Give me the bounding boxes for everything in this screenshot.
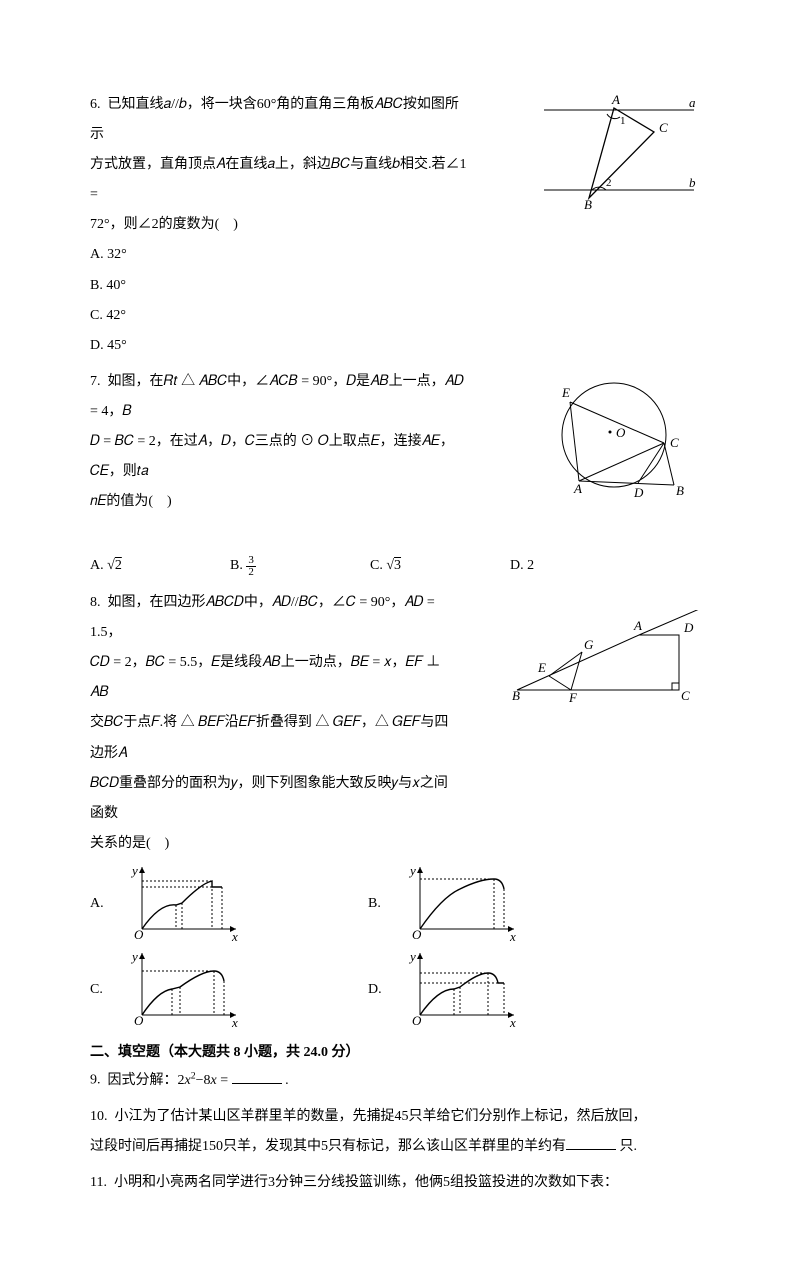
svg-text:y: y: [408, 949, 416, 964]
svg-text:y: y: [130, 863, 138, 878]
svg-text:B: B: [676, 483, 684, 498]
svg-text:A: A: [573, 481, 582, 496]
q7-opt-c[interactable]: C. √3: [370, 551, 510, 582]
svg-text:E: E: [561, 385, 570, 400]
q7-opt-b[interactable]: B. 32: [230, 551, 370, 582]
svg-text:y: y: [408, 863, 416, 878]
svg-text:x: x: [509, 1015, 516, 1030]
q6-opt-a[interactable]: A. 32°: [90, 240, 470, 270]
svg-text:G: G: [584, 637, 594, 652]
q6-opt-b[interactable]: B. 40°: [90, 271, 470, 301]
q8-line4: 𝐵𝐶𝐷重叠部分的面积为𝑦，则下列图象能大致反映𝑦与𝑥之间函数: [90, 776, 448, 821]
q11-stem: 小明和小亮两名同学进行3分钟三分线投篮训练，他俩5组投篮投进的次数如下表：: [114, 1175, 618, 1190]
q7-opt-d[interactable]: D. 2: [510, 551, 650, 582]
question-8: A D B C E F G 8. 如图，在四边形𝐴𝐵𝐶𝐷中，𝐴𝐷//𝐵𝐶，∠𝐶 = 90…: [90, 588, 704, 1031]
svg-text:x: x: [509, 929, 516, 944]
q8-line2: 𝐶𝐷 = 2，𝐵𝐶 = 5.5，𝐸是线段𝐴𝐵上一动点，𝐵𝐸 = 𝑥，𝐸𝐹 ⊥ 𝐴…: [90, 655, 440, 700]
svg-text:C: C: [670, 435, 679, 450]
svg-text:y: y: [130, 949, 138, 964]
q9-blank[interactable]: [232, 1069, 282, 1084]
q6-line2: 方式放置，直角顶点𝐴在直线𝑎上，斜边𝐵𝐶与直线𝑏相交.若∠1 =: [90, 157, 466, 202]
q7-line1: 如图，在𝑅𝑡 △ 𝐴𝐵𝐶中，∠𝐴𝐶𝐵 = 90°，𝐷是𝐴𝐵上一点，𝐴𝐷 = 4，…: [90, 374, 464, 419]
svg-text:D: D: [683, 620, 694, 635]
q6-stem: 6. 已知直线𝑎//𝑏，将一块含60°角的直角三角板𝐴𝐵𝐶按如图所示 方式放置，…: [90, 90, 470, 240]
q10-line2: 过段时间后再捕捉150只羊，发现其中5只有标记，那么该山区羊群里的羊约有 只.: [90, 1139, 637, 1154]
q8-line3: 交𝐵𝐶于点𝐹.将 △ 𝐵𝐸𝐹沿𝐸𝐹折叠得到 △ 𝐺𝐸𝐹，△ 𝐺𝐸𝐹与四边形𝐴: [90, 715, 448, 760]
svg-text:1: 1: [620, 115, 626, 127]
question-7: O A D B C E 7. 如图，在𝑅𝑡 △ 𝐴𝐵𝐶中，∠𝐴𝐶𝐵 = 90°，𝐷是…: [90, 367, 704, 582]
q6-num: 6.: [90, 97, 101, 112]
q10-line1: 小江为了估计某山区羊群里羊的数量，先捕捉45只羊给它们分别作上标记，然后放回，: [115, 1109, 647, 1124]
svg-text:E: E: [537, 660, 546, 675]
q6-line3: 72°，则∠2的度数为( ): [90, 217, 238, 232]
q8-graph-d: Ox y: [402, 949, 520, 1031]
q7-line3: 𝑛𝐸的值为( ): [90, 494, 172, 509]
q8-svg: A D B C E F G: [509, 610, 704, 705]
q7-num: 7.: [90, 374, 101, 389]
section-2-title: 二、填空题（本大题共 8 小题，共 24.0 分）: [90, 1041, 704, 1061]
svg-text:a: a: [689, 95, 696, 110]
q7-stem: 7. 如图，在𝑅𝑡 △ 𝐴𝐵𝐶中，∠𝐴𝐶𝐵 = 90°，𝐷是𝐴𝐵上一点，𝐴𝐷 =…: [90, 367, 470, 517]
svg-text:O: O: [412, 927, 422, 942]
q7-options: A. √2 B. 32 C. √3 D. 2: [90, 551, 704, 582]
q6-line1: 已知直线𝑎//𝑏，将一块含60°角的直角三角板𝐴𝐵𝐶按如图所示: [90, 97, 459, 142]
svg-text:F: F: [568, 690, 578, 705]
q11-num: 11.: [90, 1175, 107, 1190]
svg-text:2: 2: [606, 177, 612, 189]
svg-text:C: C: [659, 120, 668, 135]
svg-text:D: D: [633, 485, 644, 500]
q6-figure: Aa B C b 1 2: [534, 90, 704, 222]
q8-opt-b-label[interactable]: B.: [368, 889, 384, 919]
svg-text:x: x: [231, 1015, 238, 1030]
q8-line5: 关系的是( ): [90, 836, 169, 851]
svg-text:x: x: [231, 929, 238, 944]
q10-blank[interactable]: [566, 1135, 616, 1150]
q8-graph-b: Ox y: [402, 863, 520, 945]
q8-graph-c: Ox y: [124, 949, 242, 1031]
q9-num: 9.: [90, 1073, 101, 1088]
svg-text:b: b: [689, 175, 696, 190]
q6-svg: Aa B C b 1 2: [534, 90, 704, 210]
question-10: 10. 小江为了估计某山区羊群里羊的数量，先捕捉45只羊给它们分别作上标记，然后…: [90, 1102, 704, 1162]
svg-text:A: A: [633, 618, 642, 633]
svg-text:O: O: [412, 1013, 422, 1028]
q10-num: 10.: [90, 1109, 108, 1124]
q7-line2: 𝐷 = 𝐵𝐶 = 2，在过𝐴，𝐷，𝐶三点的 ⊙ 𝑂上取点𝐸，连接𝐴𝐸，𝐶𝐸，则𝑡…: [90, 434, 454, 479]
q8-options-row1: A. Ox y B. Ox y: [90, 863, 704, 945]
svg-text:O: O: [616, 425, 626, 440]
svg-text:O: O: [134, 927, 144, 942]
q6-opt-c[interactable]: C. 42°: [90, 301, 470, 331]
svg-text:C: C: [681, 688, 690, 703]
q8-stem: 8. 如图，在四边形𝐴𝐵𝐶𝐷中，𝐴𝐷//𝐵𝐶，∠𝐶 = 90°，𝐴𝐷 = 1.5…: [90, 588, 460, 859]
question-6: Aa B C b 1 2 6. 已知直线𝑎//𝑏，将一块含60°角的直角三角板𝐴𝐵𝐶…: [90, 90, 704, 361]
svg-text:O: O: [134, 1013, 144, 1028]
q8-graph-a: Ox y: [124, 863, 242, 945]
q8-line1: 如图，在四边形𝐴𝐵𝐶𝐷中，𝐴𝐷//𝐵𝐶，∠𝐶 = 90°，𝐴𝐷 = 1.5，: [90, 595, 435, 640]
q8-opt-c-label[interactable]: C.: [90, 975, 106, 1005]
q8-opt-d-label[interactable]: D.: [368, 975, 384, 1005]
q6-opt-d[interactable]: D. 45°: [90, 331, 470, 361]
q8-figure: A D B C E F G: [509, 610, 704, 717]
q7-svg: O A D B C E: [534, 367, 704, 507]
svg-text:B: B: [512, 688, 520, 703]
q8-num: 8.: [90, 595, 101, 610]
q6-options: A. 32° B. 40° C. 42° D. 45°: [90, 240, 470, 360]
question-9: 9. 因式分解：2x2−8x = .: [90, 1065, 704, 1096]
q8-opt-a-label[interactable]: A.: [90, 889, 106, 919]
svg-text:B: B: [584, 197, 592, 210]
q7-opt-a[interactable]: A. √2: [90, 551, 230, 582]
q8-options-row2: C. Ox y D. Ox y: [90, 949, 704, 1031]
q7-figure: O A D B C E: [534, 367, 704, 519]
svg-text:A: A: [611, 92, 620, 107]
q9-stem: 因式分解：2x2−8x = .: [108, 1073, 289, 1088]
question-11: 11. 小明和小亮两名同学进行3分钟三分线投篮训练，他俩5组投篮投进的次数如下表…: [90, 1168, 704, 1198]
